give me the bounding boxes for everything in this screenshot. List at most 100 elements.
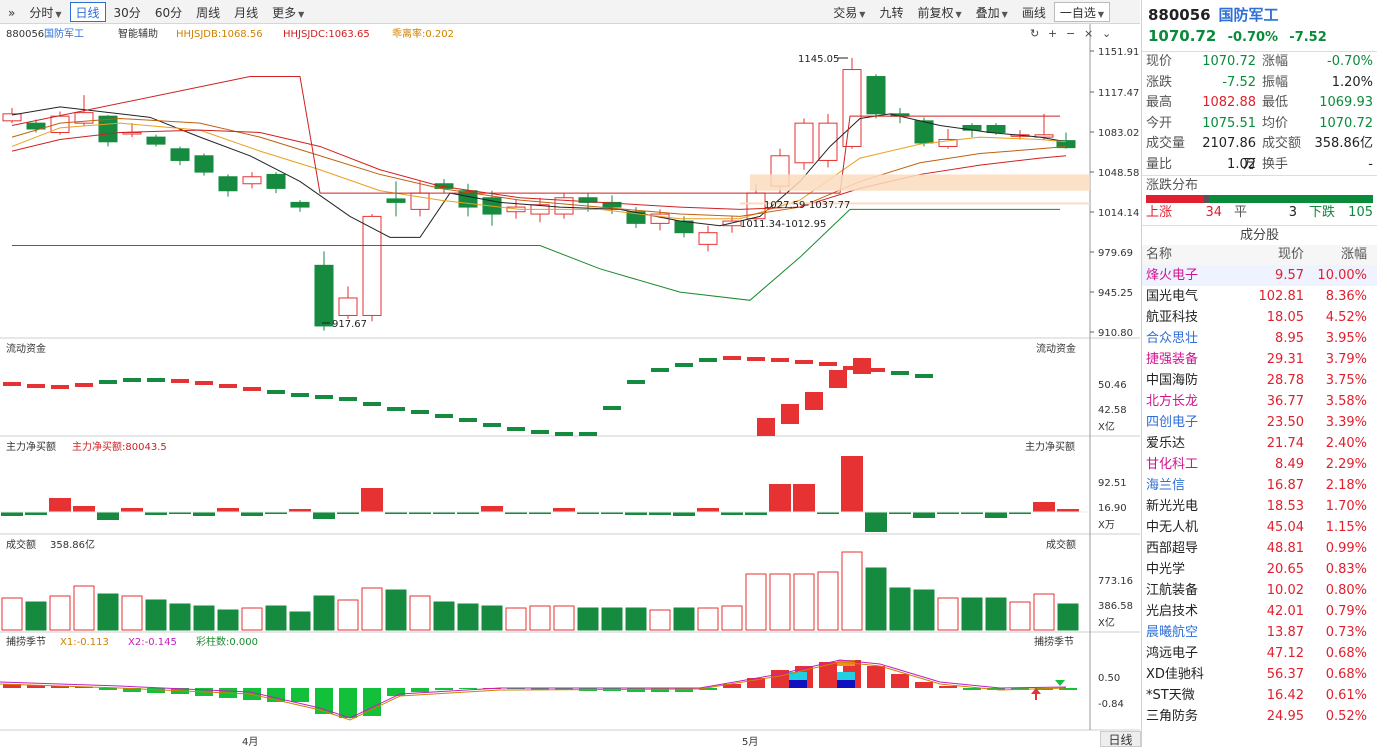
list-item[interactable]: 西部超导 48.81 0.99% (1146, 541, 1367, 556)
list-item[interactable]: 中无人机 45.04 1.15% (1146, 520, 1367, 535)
net-buy-bar (865, 512, 887, 532)
volume-bar (385, 589, 407, 631)
list-item[interactable]: 国光电气 102.81 8.36% (1146, 289, 1367, 304)
candle-body (1034, 134, 1054, 138)
net-buy-bar (193, 512, 215, 516)
volume-bar (1033, 593, 1055, 631)
flow-bar (243, 387, 261, 391)
flow-bar (435, 414, 453, 418)
collapse-icon[interactable]: » (8, 5, 16, 20)
net-buy-bar (889, 512, 911, 514)
net-buy-bar (721, 512, 743, 515)
list-item[interactable]: 中光学 20.65 0.83% (1146, 562, 1367, 577)
season-bar (315, 688, 333, 714)
index-name[interactable]: 国防军工 (1218, 6, 1279, 24)
list-item[interactable]: 航亚科技 18.05 4.52% (1146, 310, 1367, 325)
list-item[interactable]: 海兰信 16.87 2.18% (1146, 478, 1367, 493)
legend-name: 国防军工 (44, 27, 84, 40)
flow-bar-big (829, 370, 847, 388)
candle-body (434, 183, 454, 189)
candle-body (314, 264, 334, 327)
current-price: 1070.72 (1148, 27, 1217, 45)
net-buy-bar (145, 512, 167, 515)
season-bar (819, 662, 837, 688)
kline-chart[interactable]: 880056 国防军工 智能辅助 HHJSJDB:1068.56 HHJSJDC:106… (0, 24, 1140, 747)
tab-0[interactable]: 分时 ▼ (29, 5, 62, 20)
list-item[interactable]: XD佳驰科 56.37 0.68% (1146, 667, 1367, 682)
net-buy-bar (97, 512, 119, 520)
constituents-title: 成分股 (1142, 225, 1377, 245)
ma10-line (11, 122, 1067, 220)
candle-body (242, 176, 262, 185)
toolbar-btn-2[interactable]: 前复权 ▼ (917, 6, 962, 20)
net-buy-bar (313, 512, 335, 519)
chevron-down-icon: ▼ (955, 10, 962, 19)
price-tick: 1083.02 (1098, 128, 1139, 139)
annotation-high: 1145.05 (798, 54, 839, 65)
volume-bar (505, 607, 527, 631)
net-buy-bar (361, 488, 383, 512)
candle-body (1056, 140, 1076, 149)
volume-bar (649, 609, 671, 631)
tab-3[interactable]: 60分 (154, 5, 183, 20)
flow-bar (171, 379, 189, 383)
kline-chart-area[interactable]: 880056 国防军工 智能辅助 HHJSJDB:1068.56 HHJSJDC:106… (0, 24, 1140, 747)
volume-bar (529, 605, 551, 631)
tab-1[interactable]: 日线 (69, 1, 106, 22)
price-tick: 945.25 (1098, 288, 1133, 299)
candle-body (818, 122, 838, 161)
tab-2[interactable]: 30分 (113, 5, 141, 20)
list-item[interactable]: 甘化科工 8.49 2.29% (1146, 457, 1367, 472)
list-item[interactable]: 合众思壮 8.95 3.95% (1146, 331, 1367, 346)
panel-icon: + (1048, 27, 1057, 40)
sub4-bar: 彩柱数:0.000 (196, 635, 258, 648)
net-buy-bar (265, 512, 287, 514)
toolbar-btn-1[interactable]: 九转 (879, 6, 904, 20)
net-buy-bar (217, 508, 239, 512)
toolbar-btn-0[interactable]: 交易 ▼ (833, 6, 866, 20)
net-buy-bar (1057, 509, 1079, 512)
net-buy-bar (409, 512, 431, 514)
list-item[interactable]: 新光光电 18.53 1.70% (1146, 499, 1367, 514)
list-item[interactable]: 捷强装备 29.31 3.79% (1146, 352, 1367, 367)
tab-5[interactable]: 月线 (234, 5, 259, 20)
flow-bar (675, 363, 693, 367)
list-item[interactable]: 四创电子 23.50 3.39% (1146, 415, 1367, 430)
flow-bar (651, 368, 669, 372)
season-cyan (837, 672, 855, 680)
net-buy-bar (793, 484, 815, 512)
candle-body (218, 176, 238, 192)
sub4-title-right: 捕捞季节 (1034, 635, 1074, 648)
tab-6[interactable]: 更多 ▼ (272, 5, 305, 20)
list-item[interactable]: 鸿远电子 47.12 0.68% (1146, 646, 1367, 661)
volume-bar (265, 605, 287, 631)
volume-bar (97, 593, 119, 631)
net-buy-bar (289, 509, 311, 512)
list-item[interactable]: 光启技术 42.01 0.79% (1146, 604, 1367, 619)
list-item[interactable]: 中国海防 28.78 3.75% (1146, 373, 1367, 388)
tab-4[interactable]: 周线 (196, 5, 221, 20)
season-bar (867, 666, 885, 688)
net-buy-bar (913, 512, 935, 518)
zone-1 (750, 174, 1090, 191)
list-item[interactable]: *ST天微 16.42 0.61% (1146, 688, 1367, 703)
season-bar (51, 686, 69, 688)
net-buy-bar (817, 512, 839, 514)
season-bar (723, 684, 741, 688)
toolbar-btn-3[interactable]: 叠加 ▼ (975, 6, 1008, 20)
list-item[interactable]: 晨曦航空 13.87 0.73% (1146, 625, 1367, 640)
toolbar-btn-5[interactable]: 一自选 ▼ (1053, 2, 1110, 22)
flow-bar (219, 384, 237, 388)
flow-bar (267, 390, 285, 394)
ma20-line (11, 117, 1067, 217)
legend-assist: 智能辅助 (118, 27, 158, 40)
list-item[interactable]: 爱乐达 21.74 2.40% (1146, 436, 1367, 451)
season-blue (789, 680, 807, 688)
list-item[interactable]: 江航装备 10.02 0.80% (1146, 583, 1367, 598)
bottom-tab-daily[interactable]: 日线 (1100, 731, 1141, 747)
list-item[interactable]: 北方长龙 36.77 3.58% (1146, 394, 1367, 409)
list-item[interactable]: 烽火电子 9.57 10.00% (1142, 265, 1377, 286)
list-item[interactable]: 三角防务 24.95 0.52% (1146, 709, 1367, 724)
season-bar (387, 688, 405, 696)
toolbar-btn-4[interactable]: 画线 (1021, 6, 1046, 20)
